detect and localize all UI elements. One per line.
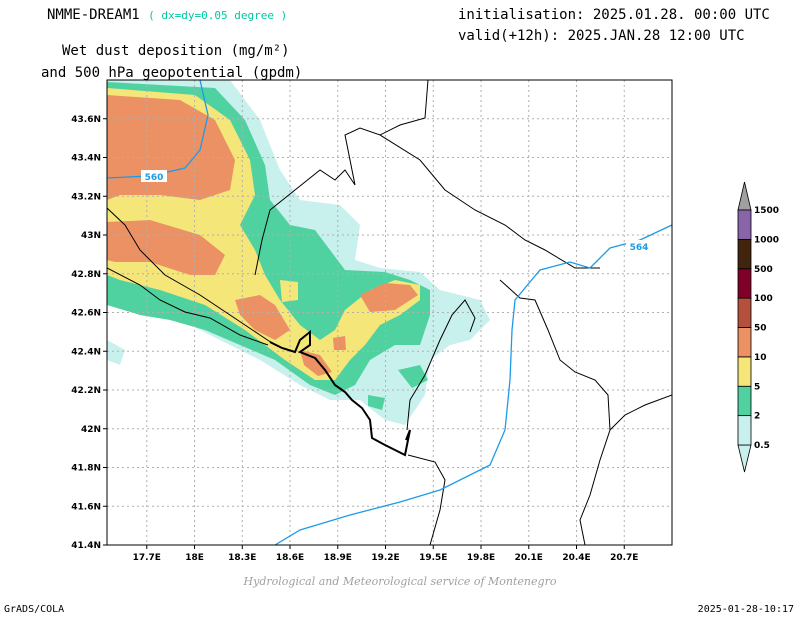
colorbar-swatch [737,238,752,270]
coastline-path [269,329,411,457]
dust-band-10-b [107,220,225,275]
colorbar-swatch [737,327,752,358]
colorbar-label: 100 [754,294,773,304]
dust-field [107,80,490,425]
dust-band-5-b [280,280,298,302]
colorbar-arrow-bottom [737,444,752,473]
lat-tick-label: 42.4N [71,347,101,357]
lon-tick-label: 18.9E [324,553,352,563]
border-line [609,394,672,431]
latitude-labels: 43.6N 43.4N 43.2N 43N 42.8N 42.6N 42.4N 42.2N 42… [71,115,107,551]
dust-band-2-d [368,395,385,410]
colorbar-label: 10 [754,353,767,363]
model-name: NMME-DREAM1 [47,7,140,23]
longitude-labels: 17.7E 18E 18.3E 18.6E 18.9E 19.2E 19.5E 19.8E 20… [133,545,638,563]
dust-band-10-f [333,336,346,350]
colorbar-swatch [737,356,752,387]
lat-tick-label: 41.4N [71,541,101,551]
footer-timestamp: 2025-01-28-10:17 [697,604,794,615]
contour-label-564: 564 [626,240,652,253]
coastline [269,329,411,457]
variable-title-line2: and 500 hPa geopotential (gpdm) [41,65,303,81]
colorbar-label: 1500 [754,206,779,216]
colorbar-swatch [737,385,752,417]
colorbar-label: 2 [754,412,760,422]
credit-text: Hydrological and Meteorological service … [243,575,557,588]
colorbar-swatch [737,297,752,328]
dust-band-0.5-b [107,340,125,365]
lon-tick-label: 18.3E [228,553,256,563]
colorbar: 0.5 2 5 10 50 100 500 1000 1500 [737,181,779,473]
lat-tick-label: 43N [81,231,101,241]
border-line [499,279,611,545]
borders [107,80,672,545]
lon-tick-label: 19.5E [419,553,447,563]
dust-band-10-d [360,283,418,312]
border-line [107,207,276,346]
lon-tick-label: 18E [185,553,204,563]
dust-band-10 [107,95,235,200]
lat-tick-label: 43.6N [71,115,101,125]
lat-tick-label: 43.4N [71,154,101,164]
model-title: NMME-DREAM1 ( dx=dy=0.05 degree ) [47,7,287,23]
lat-tick-label: 41.8N [71,464,101,474]
contour-value-560: 560 [145,173,164,183]
border-line [407,454,446,545]
border-line [406,299,476,431]
colorbar-swatch [737,268,752,299]
lon-tick-label: 19.8E [467,553,495,563]
border-line [107,267,269,346]
model-resolution: ( dx=dy=0.05 degree ) [148,9,288,22]
lon-tick-label: 18.6E [276,553,304,563]
colorbar-label: 50 [754,324,767,334]
lon-tick-label: 20.7E [610,553,638,563]
border-line [254,80,429,276]
colorbar-swatch [737,415,752,446]
valid-time: valid(+12h): 2025.JAN.28 12:00 UTC [458,28,745,44]
contour-value-564: 564 [630,243,649,253]
lon-tick-label: 19.2E [371,553,399,563]
lon-tick-label: 17.7E [133,553,161,563]
colorbar-label: 500 [754,265,773,275]
border-line [379,134,600,269]
lat-tick-label: 42.2N [71,386,101,396]
colorbar-label: 1000 [754,235,779,245]
lat-tick-label: 41.6N [71,502,101,512]
lat-tick-label: 42N [81,425,101,435]
contour-label-560: 560 [141,170,167,183]
initialisation-time: initialisation: 2025.01.28. 00:00 UTC [458,7,770,23]
contour-564 [274,224,672,545]
footer-software: GrADS/COLA [4,604,65,615]
colorbar-label: 5 [754,382,760,392]
dust-band-10-c [235,295,290,340]
lat-tick-label: 42.6N [71,309,101,319]
colorbar-label: 0.5 [754,441,770,451]
colorbar-arrow-top [737,181,752,211]
variable-title-line1: Wet dust deposition (mg/m²) [62,43,290,59]
lon-tick-label: 20.1E [515,553,543,563]
lon-tick-label: 20.4E [562,553,590,563]
colorbar-swatch [737,209,752,240]
lat-tick-label: 42.8N [71,270,101,280]
lat-tick-label: 43.2N [71,192,101,202]
